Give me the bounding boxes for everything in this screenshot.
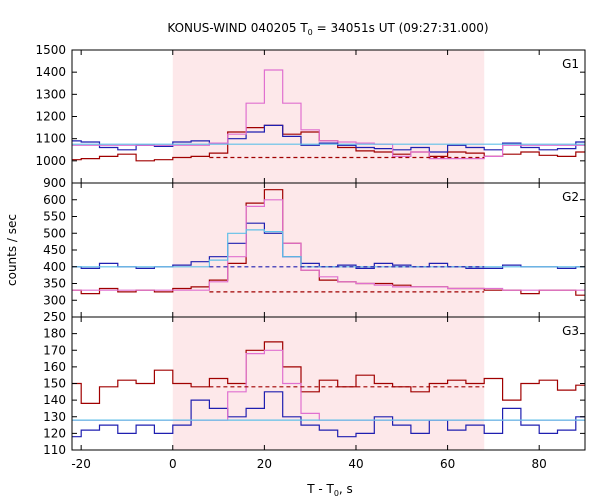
y-tick-label: 130 [43,410,66,424]
series-cyan-step-3 [72,229,585,268]
y-axis-label: counts / sec [5,214,19,286]
panel-label: G1 [562,57,579,71]
x-tick-label: -20 [71,457,91,471]
x-axis-label-subscript: 0 [334,489,339,498]
x-tick-label: 60 [440,457,455,471]
x-tick-label: 20 [257,457,272,471]
chart-title-subscript: 0 [308,28,313,37]
x-tick-label: 0 [169,457,177,471]
x-axis-label-rest: , s [339,482,353,496]
panel-g3: 110 120 130 140 150 160 170 180 G3 [43,316,586,457]
y-tick-label: 900 [43,176,66,190]
y-tick-label: 300 [43,293,66,307]
series-blue-step-1 [72,391,585,438]
y-tick-label: 400 [43,260,66,274]
y-tick-label: 1100 [35,132,66,146]
y-tick-label: 180 [43,327,66,341]
y-tick-label: 170 [43,343,66,357]
y-tick-label: 1000 [35,154,66,168]
y-tick-label: 150 [43,377,66,391]
x-axis-label-main: T - T [306,482,334,496]
y-tick-label: 110 [43,443,66,457]
y-tick-label: 120 [43,426,66,440]
y-tick-label: 160 [43,360,66,374]
y-tick-label: 350 [43,277,66,291]
y-tick-label: 1300 [35,87,66,101]
panel-label: G3 [562,324,579,338]
panel-g2: 250 300 350 400 450 500 550 600 G2 [43,182,586,324]
chart-title-main: KONUS-WIND 040205 T [167,21,308,35]
y-tick-label: 140 [43,393,66,407]
x-axis-label: T - T0, s [306,482,353,498]
y-tick-label: 500 [43,226,66,240]
panel-g1: 900 1000 1100 1200 1300 1400 1500 G1 [35,43,586,190]
y-tick-label: 450 [43,243,66,257]
y-tick-label: 250 [43,310,66,324]
series-pink-step-2 [72,199,585,291]
panel-label: G2 [562,190,579,204]
panel-frame [71,316,586,451]
y-tick-label: 1500 [35,43,66,57]
shaded-interval [172,183,485,317]
x-tick-label: 40 [348,457,363,471]
x-tick-label: 80 [532,457,547,471]
series-dark_red-step-0 [72,341,585,404]
series-blue-step-1 [72,222,585,269]
chart-title-rest: = 34051s UT (09:27:31.000) [313,21,489,35]
chart-title: KONUS-WIND 040205 T0 = 34051s UT (09:27:… [167,21,488,37]
y-tick-label: 550 [43,210,66,224]
y-tick-label: 1400 [35,65,66,79]
shaded-interval [172,50,485,183]
y-tick-label: 1200 [35,110,66,124]
y-tick-label: 600 [43,193,66,207]
panels-group: 900100011001200130014001500G125030035040… [35,43,586,471]
